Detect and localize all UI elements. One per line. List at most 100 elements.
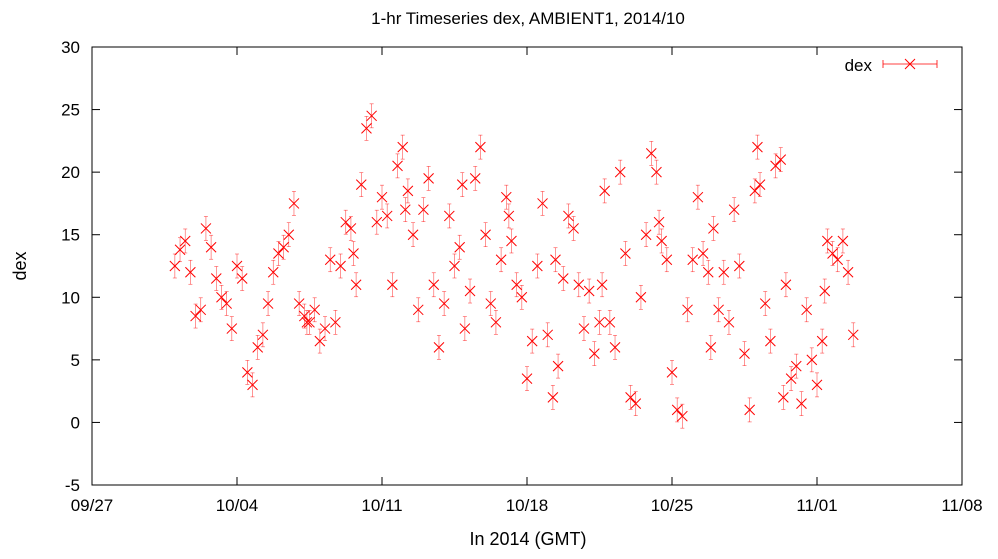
marker-stroke: [656, 235, 667, 247]
data-point: [456, 179, 468, 191]
marker-stroke: [752, 141, 763, 153]
marker-stroke: [366, 110, 377, 122]
x-tick-label: 11/01: [796, 496, 837, 515]
marker-stroke: [596, 279, 608, 291]
data-point: [399, 204, 411, 216]
data-point: [169, 260, 181, 272]
marker-stroke: [301, 316, 313, 328]
marker-stroke: [775, 154, 787, 165]
data-point: [532, 260, 543, 272]
marker-stroke: [625, 392, 636, 403]
marker-stroke: [532, 260, 543, 272]
y-tick-label: 15: [61, 226, 80, 245]
marker-stroke: [464, 285, 476, 297]
marker-stroke: [687, 254, 699, 266]
data-point: [526, 335, 538, 347]
data-point: [542, 329, 554, 341]
marker-stroke: [785, 373, 797, 384]
marker-stroke: [816, 335, 828, 347]
data-point: [739, 348, 750, 359]
data-point: [428, 279, 440, 291]
data-point: [503, 210, 515, 222]
data-point: [319, 323, 331, 334]
data-point: [449, 260, 460, 272]
y-tick-label: 25: [61, 101, 80, 120]
data-point: [780, 279, 792, 291]
marker-stroke: [428, 279, 440, 291]
data-point: [247, 379, 258, 391]
data-point: [614, 166, 626, 178]
data-point: [713, 304, 724, 316]
marker-stroke: [195, 304, 207, 316]
marker-stroke: [754, 179, 766, 191]
data-point: [480, 229, 491, 241]
data-point: [573, 279, 585, 291]
marker-stroke: [200, 223, 212, 234]
data-point: [847, 329, 859, 341]
marker-stroke: [257, 329, 269, 341]
marker-stroke: [599, 185, 611, 197]
data-point: [423, 173, 434, 184]
data-point: [495, 254, 507, 266]
marker-stroke: [475, 141, 486, 153]
x-tick-label: 11/08: [941, 496, 982, 515]
marker-stroke: [526, 335, 538, 347]
y-axis-title: dex: [10, 251, 30, 280]
data-point: [350, 279, 362, 291]
marker-stroke: [283, 229, 295, 241]
marker-stroke: [780, 279, 792, 291]
data-point: [785, 373, 797, 384]
marker-stroke: [361, 122, 372, 134]
marker-stroke: [252, 341, 264, 353]
marker-stroke: [402, 185, 414, 197]
marker-stroke: [614, 166, 626, 178]
x-tick-label: 10/18: [506, 496, 549, 515]
data-point: [666, 367, 678, 378]
marker-stroke: [733, 260, 745, 272]
data-point: [837, 235, 849, 247]
marker-stroke: [620, 248, 631, 259]
marker-stroke: [314, 335, 326, 347]
marker-stroke: [563, 210, 574, 222]
data-point: [273, 248, 284, 259]
marker-stroke: [583, 285, 595, 297]
data-point: [645, 148, 657, 159]
marker-stroke: [503, 210, 515, 222]
data-point: [283, 229, 295, 241]
data-point: [806, 354, 818, 366]
marker-stroke: [371, 216, 383, 228]
marker-stroke: [304, 316, 315, 328]
x-tick-label: 10/04: [216, 496, 259, 515]
data-point: [257, 329, 269, 341]
x-axis-title: In 2014 (GMT): [469, 529, 586, 549]
data-point: [708, 223, 719, 234]
data-point: [314, 335, 326, 347]
data-point: [819, 285, 831, 297]
data-point: [557, 273, 569, 284]
data-point: [651, 166, 662, 178]
marker-stroke: [454, 241, 466, 253]
data-point: [371, 216, 383, 228]
data-point: [777, 392, 789, 403]
x-tick-label: 10/11: [361, 496, 402, 515]
marker-stroke: [739, 348, 750, 359]
data-point: [309, 304, 321, 316]
data-point: [775, 154, 787, 165]
data-point: [759, 298, 771, 309]
data-point: [563, 210, 574, 222]
data-point: [469, 173, 481, 184]
data-point: [723, 316, 735, 328]
data-point: [355, 179, 367, 191]
x-tick-label: 10/25: [651, 496, 694, 515]
marker-stroke: [490, 316, 502, 328]
marker-stroke: [350, 279, 362, 291]
marker-stroke: [708, 223, 719, 234]
marker-stroke: [226, 323, 238, 334]
data-point: [682, 304, 693, 316]
marker-stroke: [847, 329, 859, 341]
marker-stroke: [273, 248, 284, 259]
data-point: [692, 191, 704, 203]
data-point: [599, 185, 611, 197]
data-point: [459, 323, 471, 334]
